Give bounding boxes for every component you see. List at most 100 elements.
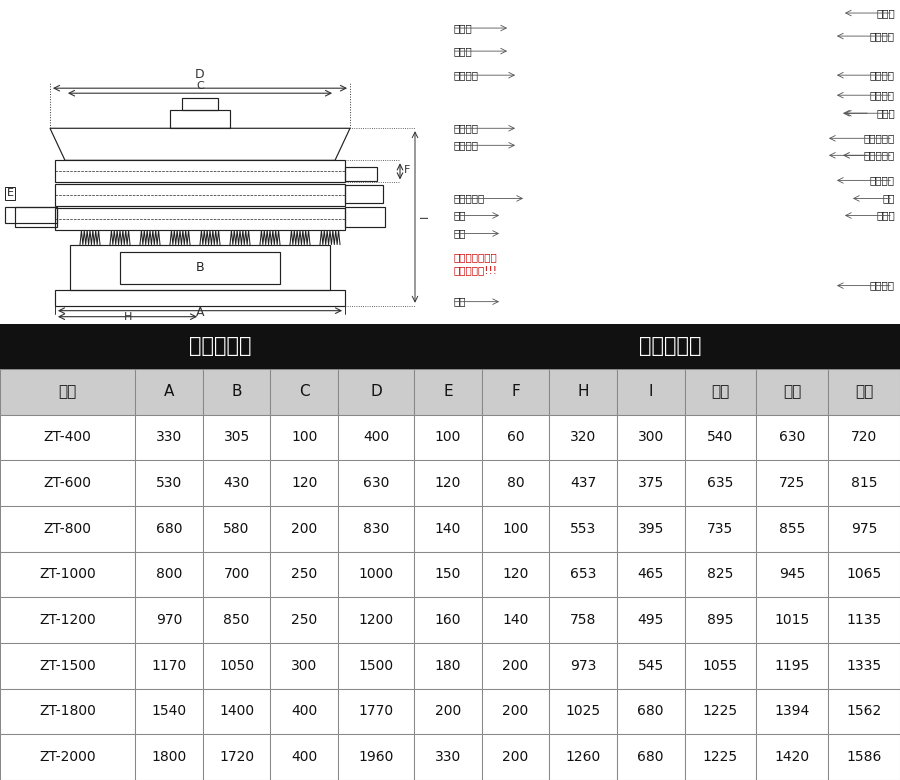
- Text: 1500: 1500: [358, 659, 393, 673]
- Text: 80: 80: [507, 476, 525, 490]
- Bar: [338, 460, 414, 506]
- Bar: [616, 369, 685, 415]
- Bar: [182, 98, 218, 110]
- Bar: [135, 689, 202, 734]
- Text: 300: 300: [637, 431, 664, 445]
- Bar: [828, 734, 900, 780]
- Text: F: F: [511, 385, 520, 399]
- Text: 530: 530: [156, 476, 182, 490]
- Text: A: A: [196, 306, 204, 319]
- Bar: [685, 597, 756, 643]
- Text: 630: 630: [363, 476, 389, 490]
- Text: ZT-1500: ZT-1500: [40, 659, 96, 673]
- Bar: [828, 689, 900, 734]
- Bar: [482, 734, 549, 780]
- Text: 电动机: 电动机: [877, 211, 895, 221]
- Bar: [482, 506, 549, 551]
- Text: 395: 395: [637, 522, 664, 536]
- Bar: [685, 551, 756, 597]
- Text: 球形清洁板: 球形清洁板: [864, 133, 895, 144]
- Bar: [202, 597, 270, 643]
- Text: ZT-1800: ZT-1800: [40, 704, 96, 718]
- Text: 200: 200: [435, 704, 461, 718]
- Bar: [338, 551, 414, 597]
- Bar: [685, 689, 756, 734]
- Text: 160: 160: [435, 613, 461, 627]
- Bar: [0, 551, 135, 597]
- Bar: [828, 369, 900, 415]
- Text: 小尺寸排料: 小尺寸排料: [454, 193, 485, 204]
- Bar: [828, 506, 900, 551]
- Text: I: I: [649, 385, 653, 399]
- Text: 700: 700: [223, 568, 249, 581]
- Bar: [414, 551, 482, 597]
- Bar: [549, 369, 616, 415]
- Text: 465: 465: [637, 568, 664, 581]
- Text: E: E: [6, 189, 14, 198]
- Bar: [414, 689, 482, 734]
- Text: C: C: [196, 81, 204, 91]
- Text: 437: 437: [570, 476, 596, 490]
- Bar: [482, 460, 549, 506]
- Bar: [616, 551, 685, 597]
- Text: 进料口: 进料口: [877, 8, 895, 18]
- Text: ZT-600: ZT-600: [43, 476, 92, 490]
- Text: 720: 720: [851, 431, 878, 445]
- Bar: [685, 460, 756, 506]
- Text: 120: 120: [435, 476, 461, 490]
- Bar: [685, 734, 756, 780]
- Text: 200: 200: [291, 522, 318, 536]
- Bar: [55, 184, 345, 207]
- Text: 振体: 振体: [883, 193, 895, 204]
- Bar: [135, 369, 202, 415]
- Text: 400: 400: [291, 704, 318, 718]
- Text: 140: 140: [502, 613, 528, 627]
- Bar: [756, 460, 828, 506]
- Bar: [270, 460, 338, 506]
- Text: 300: 300: [291, 659, 318, 673]
- Bar: [616, 460, 685, 506]
- Text: H: H: [124, 312, 132, 321]
- Bar: [5, 207, 57, 224]
- Bar: [685, 506, 756, 551]
- Text: 1135: 1135: [847, 613, 882, 627]
- Bar: [135, 551, 202, 597]
- Text: 200: 200: [502, 750, 528, 764]
- Bar: [202, 551, 270, 597]
- Text: B: B: [195, 261, 204, 274]
- Bar: [414, 415, 482, 460]
- Text: 1170: 1170: [151, 659, 186, 673]
- Text: ZT-2000: ZT-2000: [40, 750, 96, 764]
- Text: 495: 495: [637, 613, 664, 627]
- Text: 825: 825: [707, 568, 733, 581]
- Text: 束环: 束环: [454, 211, 466, 221]
- Bar: [616, 597, 685, 643]
- Text: 一层: 一层: [711, 385, 730, 399]
- Text: 120: 120: [502, 568, 528, 581]
- Text: 1225: 1225: [703, 704, 738, 718]
- Bar: [616, 734, 685, 780]
- Bar: [756, 415, 828, 460]
- Text: 三层: 三层: [855, 385, 873, 399]
- Bar: [202, 460, 270, 506]
- Text: 120: 120: [291, 476, 318, 490]
- Text: 140: 140: [435, 522, 461, 536]
- Text: 630: 630: [779, 431, 806, 445]
- Bar: [135, 734, 202, 780]
- Text: ZT-800: ZT-800: [43, 522, 92, 536]
- Bar: [828, 460, 900, 506]
- Text: 1055: 1055: [703, 659, 738, 673]
- Bar: [202, 734, 270, 780]
- Bar: [756, 551, 828, 597]
- Text: ZT-400: ZT-400: [44, 431, 92, 445]
- Text: A: A: [164, 385, 175, 399]
- Text: 200: 200: [502, 659, 528, 673]
- Bar: [345, 186, 383, 204]
- Bar: [414, 460, 482, 506]
- Bar: [345, 168, 377, 182]
- Text: 底座: 底座: [454, 296, 466, 307]
- Bar: [828, 415, 900, 460]
- Text: 辅助筛网: 辅助筛网: [870, 70, 895, 80]
- Text: 800: 800: [156, 568, 182, 581]
- Text: 100: 100: [502, 522, 528, 536]
